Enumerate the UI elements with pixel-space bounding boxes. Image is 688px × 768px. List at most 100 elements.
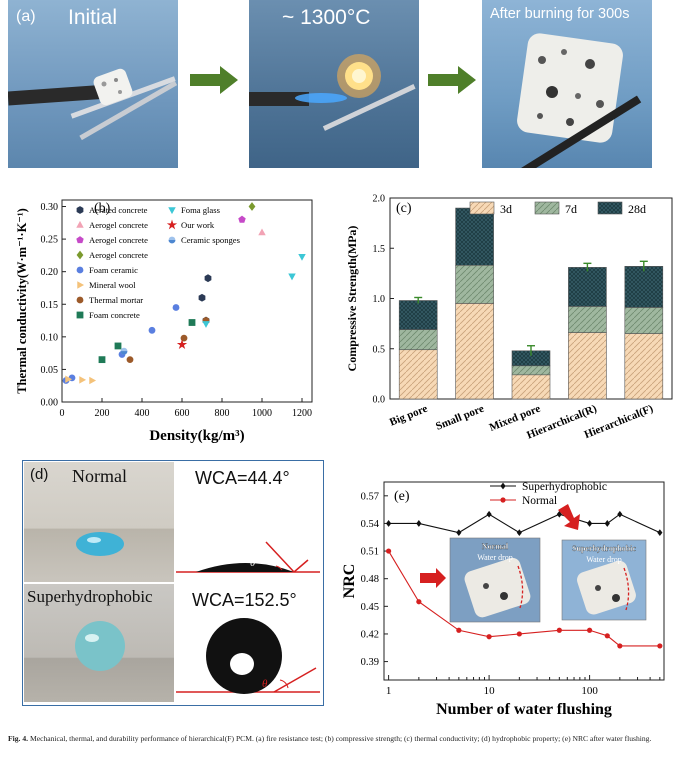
data-point	[456, 529, 462, 537]
arrow-down-icon	[558, 504, 580, 530]
legend-label: Foam concrete	[89, 310, 140, 320]
legend-marker	[500, 482, 506, 490]
legend-label: Thermal mortar	[89, 295, 143, 305]
data-point	[298, 253, 306, 261]
data-point	[180, 334, 188, 342]
x-axis-label: Density(kg/m³)	[149, 428, 244, 444]
bar-28d	[624, 266, 664, 308]
data-point	[172, 304, 180, 311]
wca-super-panel	[176, 584, 320, 702]
bar-7d	[511, 365, 551, 376]
bar-3d	[624, 333, 664, 400]
data-point	[176, 339, 188, 350]
legend-label: 3d	[500, 202, 512, 216]
inset-drop-path	[517, 565, 524, 609]
legend-marker	[77, 281, 85, 289]
data-point	[248, 202, 256, 211]
y-tick-label: 0.05	[41, 365, 59, 376]
inset-title: Superhydrophobic	[572, 544, 636, 553]
y-tick-label: 0.25	[41, 235, 59, 246]
photo-super-drop	[24, 584, 174, 702]
arrow-right-icon	[190, 66, 238, 94]
legend-marker	[168, 240, 176, 244]
legend-label: Ceramic sponges	[181, 235, 241, 245]
bar-3d	[455, 303, 494, 400]
data-point	[657, 643, 663, 649]
y-tick-label: 0.45	[361, 602, 379, 613]
bar-7d	[568, 306, 607, 333]
inset-drop-path	[623, 567, 630, 611]
data-point	[617, 643, 623, 649]
legend-label: Our work	[181, 220, 215, 230]
photo-after-burning	[482, 0, 652, 168]
legend-label: Aerogel concrete	[89, 235, 148, 245]
data-point	[385, 548, 392, 554]
wca-normal-panel	[176, 462, 320, 582]
photo-normal-drop	[24, 462, 174, 582]
inset-sample	[464, 557, 531, 618]
data-point	[586, 627, 593, 633]
x-axis-label: Number of water flushing	[436, 701, 612, 718]
inset-subtitle: Water drop	[477, 553, 513, 562]
y-tick-label: 2.0	[373, 194, 386, 205]
x-tick-label: 200	[95, 408, 110, 419]
data-point	[65, 375, 73, 383]
y-tick-label: 0.54	[361, 519, 380, 530]
data-point	[657, 529, 663, 537]
y-tick-label: 0.5	[373, 344, 386, 355]
data-point	[120, 351, 128, 355]
photo-initial	[8, 0, 178, 168]
plot-frame	[61, 199, 313, 403]
panel-letter: (e)	[394, 489, 410, 504]
bar-28d	[568, 267, 607, 307]
legend-marker	[76, 311, 84, 319]
legend-swatch	[534, 201, 560, 215]
x-tick-label: 0	[60, 408, 65, 419]
panel-d-letter: (d)	[30, 466, 49, 483]
y-tick-label: 0.20	[41, 267, 59, 278]
y-tick-label: 0.15	[41, 300, 59, 311]
theta-normal: θ	[250, 557, 256, 569]
arrow-right-icon	[420, 568, 446, 588]
data-point	[486, 510, 492, 518]
x-tick-label: 10	[484, 685, 496, 697]
bar-3d	[568, 332, 607, 400]
legend-label: Mineral wool	[89, 280, 136, 290]
legend-label: Normal	[522, 495, 557, 507]
legend-label: Aerogel concrete	[89, 250, 148, 260]
data-point	[258, 228, 266, 236]
legend-label: Aerated concrete	[89, 205, 148, 215]
legend-label: 28d	[628, 202, 646, 216]
bar-7d	[398, 329, 438, 351]
x-tick-label: 1	[386, 685, 392, 697]
panel-a-title-burning: ~ 1300°C	[282, 6, 371, 29]
legend-marker	[76, 220, 84, 228]
inset-pore	[595, 585, 601, 591]
panel-letter: (c)	[396, 201, 412, 216]
super-label: Superhydrophobic	[27, 587, 153, 606]
data-point	[586, 520, 593, 527]
y-tick-label: 0.00	[41, 398, 59, 409]
photo-burning	[249, 0, 419, 168]
data-point	[204, 274, 212, 283]
data-point	[416, 599, 422, 605]
wca-super-value: WCA=152.5°	[192, 590, 297, 610]
y-tick-label: 0.10	[41, 332, 59, 343]
bar-3d	[511, 374, 551, 400]
inset-sample	[577, 560, 636, 615]
data-point	[604, 633, 610, 639]
data-point	[188, 319, 196, 326]
x-tick-label: 1200	[292, 408, 312, 419]
chart-b-thermal-conductivity: 0 200 400 600 800 1000 1200 0.00 0.05 0.10 0.15 0.2…	[15, 199, 313, 444]
y-tick-label: 0.39	[361, 657, 379, 668]
x-tick-label: 400	[135, 408, 150, 419]
data-point	[486, 634, 492, 640]
data-point	[114, 342, 122, 350]
y-tick-label: 0.57	[361, 491, 379, 502]
inset-title: Normal	[482, 542, 509, 551]
series-line	[388, 550, 660, 647]
chart-e-nrc: 1 10 100 0.39 0.42 0.45 0.48 0.51 0.54 0.57 Number…	[341, 481, 665, 718]
data-point	[416, 520, 422, 527]
inset-pore	[483, 583, 489, 589]
bar-28d	[455, 207, 494, 266]
